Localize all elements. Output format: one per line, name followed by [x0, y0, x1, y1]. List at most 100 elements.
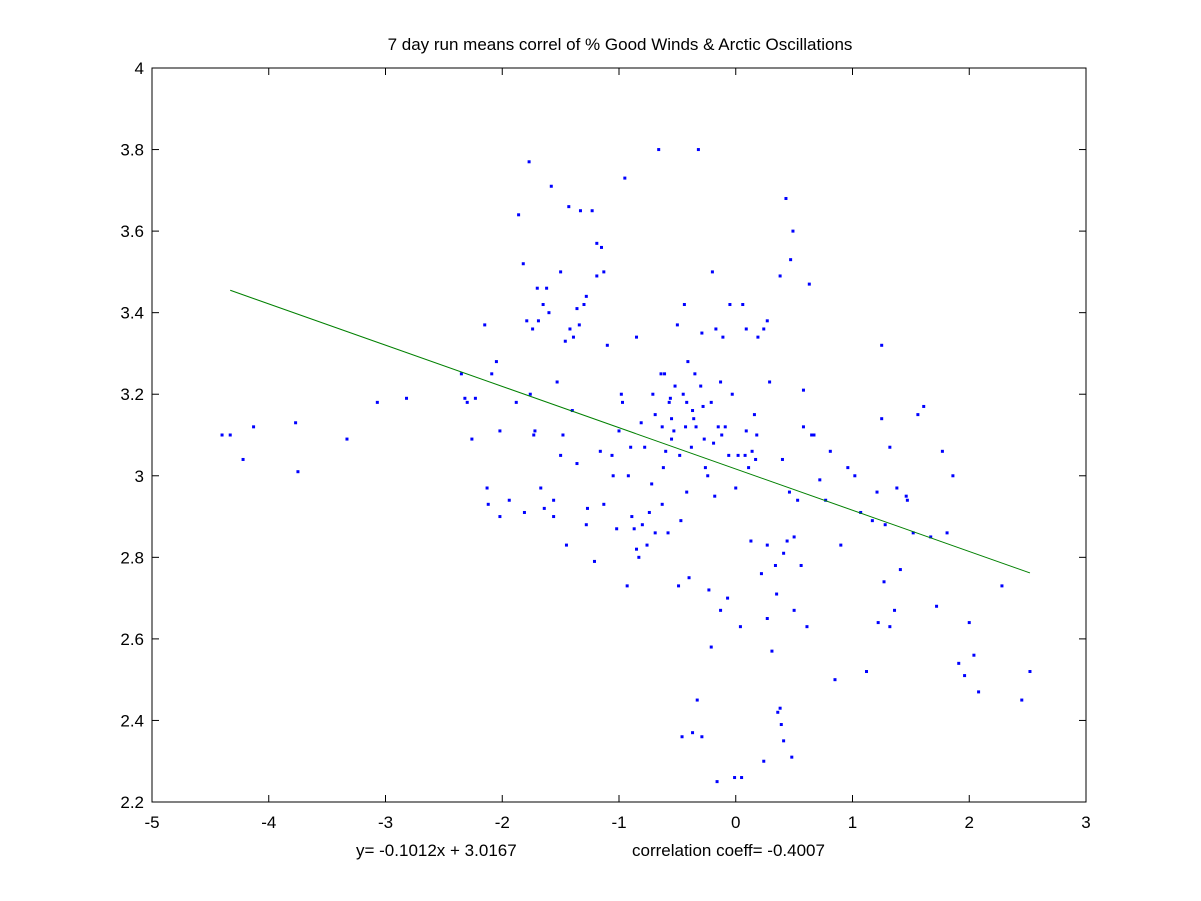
- data-point: [963, 674, 967, 678]
- data-point: [784, 196, 788, 200]
- data-point: [865, 670, 869, 674]
- data-point: [459, 372, 463, 376]
- data-point: [749, 539, 753, 543]
- data-point: [916, 413, 920, 417]
- data-point: [677, 584, 681, 588]
- data-point: [782, 739, 786, 743]
- x-tick-label: -1: [611, 813, 626, 832]
- data-point: [744, 429, 748, 433]
- data-point: [577, 323, 581, 327]
- data-point: [801, 425, 805, 429]
- data-point: [726, 596, 730, 600]
- data-point: [568, 327, 572, 331]
- data-point: [375, 400, 379, 404]
- data-point: [709, 645, 713, 649]
- data-point: [486, 502, 490, 506]
- data-point: [741, 303, 745, 307]
- data-point: [647, 510, 651, 514]
- data-point: [682, 303, 686, 307]
- data-point: [875, 490, 879, 494]
- data-point: [911, 531, 915, 535]
- data-point: [637, 555, 641, 559]
- data-point: [498, 515, 502, 519]
- data-point: [929, 535, 933, 539]
- data-point: [893, 608, 897, 612]
- data-point: [778, 274, 782, 278]
- data-point: [547, 311, 551, 315]
- data-point: [582, 303, 586, 307]
- data-point: [668, 396, 672, 400]
- data-point: [880, 417, 884, 421]
- data-point: [592, 559, 596, 563]
- data-point: [651, 392, 655, 396]
- y-tick-label: 2.4: [120, 711, 144, 730]
- data-point: [859, 510, 863, 514]
- data-point: [663, 372, 667, 376]
- data-point: [483, 323, 487, 327]
- data-point: [740, 776, 744, 780]
- data-point: [667, 400, 671, 404]
- data-point: [853, 474, 857, 478]
- data-point: [801, 388, 805, 392]
- data-point: [507, 498, 511, 502]
- data-point: [1020, 698, 1024, 702]
- data-point: [533, 429, 537, 433]
- data-point: [715, 780, 719, 784]
- data-point: [536, 319, 540, 323]
- data-point: [664, 449, 668, 453]
- data-point: [296, 470, 300, 474]
- data-point: [701, 404, 705, 408]
- data-point: [787, 490, 791, 494]
- data-point: [617, 429, 621, 433]
- data-point: [666, 531, 670, 535]
- y-tick-label: 2.8: [120, 548, 144, 567]
- data-point: [463, 396, 467, 400]
- data-point: [796, 498, 800, 502]
- data-point: [611, 474, 615, 478]
- data-point: [700, 735, 704, 739]
- data-point: [653, 413, 657, 417]
- data-point: [721, 335, 725, 339]
- data-point: [545, 286, 549, 290]
- y-tick-labels: 2.2 2.4 2.6 2.8 3 3.2 3.4 3.6 3.8 4: [120, 59, 144, 812]
- y-tick-label: 2.2: [120, 793, 144, 812]
- data-point: [1028, 670, 1032, 674]
- data-point: [720, 433, 724, 437]
- data-point: [605, 343, 609, 347]
- data-point: [706, 474, 710, 478]
- data-point: [584, 523, 588, 527]
- data-point: [805, 625, 809, 629]
- data-point: [782, 551, 786, 555]
- data-point: [957, 661, 961, 665]
- data-point: [951, 474, 955, 478]
- data-point: [768, 380, 772, 384]
- data-point: [657, 148, 661, 152]
- data-point: [778, 706, 782, 710]
- data-point: [498, 429, 502, 433]
- data-point: [584, 294, 588, 298]
- data-point: [712, 441, 716, 445]
- data-point: [678, 453, 682, 457]
- x-tick-label: -4: [261, 813, 276, 832]
- data-point: [575, 462, 579, 466]
- data-point: [542, 506, 546, 510]
- data-point: [792, 535, 796, 539]
- data-point: [707, 588, 711, 592]
- data-point: [743, 453, 747, 457]
- data-point: [602, 270, 606, 274]
- data-point: [345, 437, 349, 441]
- data-point: [765, 543, 769, 547]
- data-point: [880, 343, 884, 347]
- data-point: [659, 372, 663, 376]
- data-point: [552, 498, 556, 502]
- data-point: [945, 531, 949, 535]
- data-point: [626, 474, 630, 478]
- data-point: [473, 396, 477, 400]
- data-point: [759, 572, 763, 576]
- data-point: [747, 466, 751, 470]
- x-tick-label: -2: [495, 813, 510, 832]
- data-point: [615, 527, 619, 531]
- data-point: [555, 380, 559, 384]
- data-point: [684, 425, 688, 429]
- data-point: [807, 282, 811, 286]
